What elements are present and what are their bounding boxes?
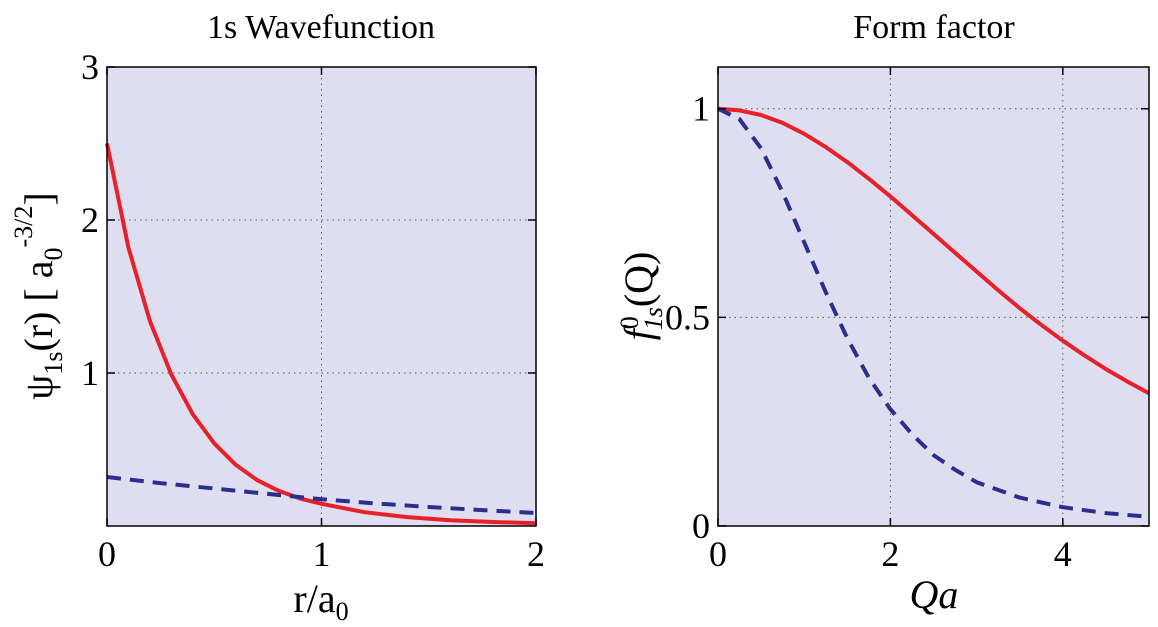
x-tick-label: 2 xyxy=(527,534,545,574)
x-axis-label: r/a0 xyxy=(293,576,348,626)
plot-area xyxy=(718,67,1149,526)
y-tick-label: 2 xyxy=(81,200,99,240)
plot-frame xyxy=(717,66,1150,527)
series-lines xyxy=(717,106,1150,519)
y-axis-label: f01s(Q) xyxy=(615,252,668,341)
x-tick-label: 0 xyxy=(709,534,727,574)
ticks: 0 1 2 1 2 3 xyxy=(81,47,545,574)
ticks: 0 2 4 0 0.5 1 xyxy=(665,67,1149,574)
dashed-series-line xyxy=(106,475,537,515)
form-factor-chart: 0 2 4 0 0.5 1 Form factor Qa f01s(Q) xyxy=(615,9,1150,617)
y-tick-label: 3 xyxy=(81,47,99,87)
x-tick-label: 4 xyxy=(1054,534,1072,574)
y-tick-label: 0 xyxy=(692,506,710,546)
gridlines xyxy=(107,67,536,526)
x-tick-label: 0 xyxy=(98,534,116,574)
solid-series-line xyxy=(105,143,537,526)
x-axis-label: Qa xyxy=(910,572,959,617)
chart-title: Form factor xyxy=(853,9,1015,46)
solid-series-line xyxy=(717,106,1150,396)
wavefunction-chart: 0 1 2 1 2 3 1s Wavefunction r/a0 ψ1s(r) [ a0-… xyxy=(9,9,545,626)
y-axis-label: ψ1s(r) [ a0-3/2] xyxy=(9,192,68,399)
chart-title: 1s Wavefunction xyxy=(207,9,435,46)
dashed-series-line xyxy=(717,106,1150,519)
y-tick-label: 1 xyxy=(692,89,710,129)
plot-area xyxy=(107,67,536,526)
gridlines xyxy=(718,67,1149,526)
y-tick-label: 0.5 xyxy=(665,297,710,337)
y-tick-label: 1 xyxy=(81,353,99,393)
x-tick-label: 2 xyxy=(881,534,899,574)
x-tick-label: 1 xyxy=(313,534,331,574)
series-lines xyxy=(105,143,537,526)
